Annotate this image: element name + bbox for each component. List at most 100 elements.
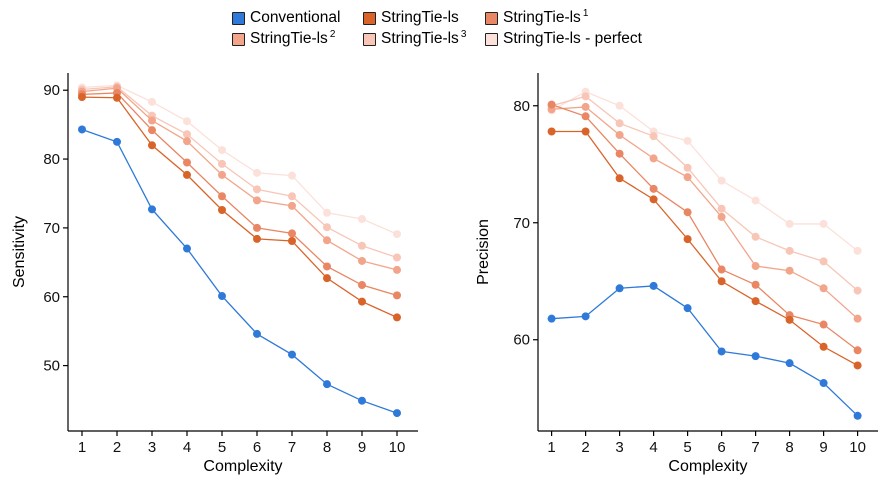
- data-point: [183, 244, 191, 253]
- legend-label-stringtie-ls-3: StringTie-ls 3: [381, 29, 467, 48]
- x-tick-label: 2: [581, 439, 589, 456]
- data-point: [615, 101, 624, 110]
- legend-item-stringtie-ls: StringTie-ls: [363, 8, 461, 28]
- data-point: [148, 126, 156, 135]
- series-line-stringtie-ls-2: [81, 87, 398, 271]
- data-point: [183, 158, 191, 167]
- legend-swatch-conventional: [232, 11, 245, 25]
- data-point: [751, 280, 760, 289]
- data-point: [148, 97, 156, 106]
- data-point: [148, 141, 156, 150]
- data-point: [683, 173, 692, 182]
- x-axis-label: Complexity: [203, 458, 282, 475]
- data-point: [853, 346, 862, 355]
- data-point: [358, 396, 366, 405]
- chart-legend: Conventional StringTie-ls StringTie-ls 1 …: [232, 6, 672, 50]
- y-axis-label: Sensitivity: [11, 216, 28, 288]
- data-point: [218, 192, 226, 201]
- data-point: [649, 154, 658, 163]
- data-point: [683, 208, 692, 217]
- data-point: [253, 185, 261, 194]
- series-stringtie-ls-2: [78, 84, 401, 274]
- data-point: [323, 380, 331, 389]
- sensitivity-chart: 50 60 70 80 90 1 2 3 4 5 6 7 8 9 10 Complexity Sensitivi…: [11, 73, 418, 475]
- series-line-stringtie-ls-1: [551, 103, 858, 351]
- data-point: [581, 92, 590, 101]
- data-point: [288, 201, 296, 210]
- data-point: [183, 170, 191, 179]
- data-point: [751, 232, 760, 241]
- x-tick-label: 10: [389, 439, 406, 456]
- data-point: [683, 136, 692, 145]
- x-tick-label: 4: [183, 439, 191, 456]
- data-point: [615, 149, 624, 158]
- series-stringtie-ls: [78, 93, 401, 322]
- x-tick-label: 6: [717, 439, 725, 456]
- y-tick-label: 70: [513, 215, 530, 232]
- data-point: [148, 116, 156, 125]
- data-point: [819, 284, 828, 293]
- legend-label-conventional: Conventional: [250, 9, 341, 27]
- data-point: [751, 262, 760, 271]
- data-point: [358, 297, 366, 306]
- data-point: [819, 379, 828, 388]
- series-line-stringtie-ls-1: [81, 92, 398, 296]
- x-tick-label: 3: [148, 439, 156, 456]
- data-point: [218, 159, 226, 168]
- data-point: [581, 112, 590, 121]
- data-point: [393, 253, 401, 262]
- x-tick-label: 9: [358, 439, 366, 456]
- data-point: [218, 170, 226, 179]
- x-tick-label: 6: [253, 439, 261, 456]
- data-point: [78, 125, 86, 134]
- series-conventional: [78, 125, 401, 418]
- series-stringtie-ls-1: [547, 100, 862, 355]
- data-point: [148, 205, 156, 214]
- data-point: [785, 359, 794, 368]
- data-point: [393, 313, 401, 322]
- data-point: [717, 265, 726, 274]
- legend-label-stringtie-ls-perfect: StringTie-ls - perfect: [503, 30, 642, 48]
- legend-swatch-stringtie-ls-3: [363, 32, 376, 46]
- data-point: [819, 342, 828, 351]
- data-point: [323, 208, 331, 217]
- y-tick-label: 70: [43, 220, 60, 237]
- series-line-stringtie-ls-2: [551, 106, 859, 320]
- data-point: [853, 411, 862, 420]
- x-tick-label: 1: [78, 439, 86, 456]
- data-point: [581, 312, 590, 321]
- data-point: [615, 131, 624, 140]
- data-point: [683, 163, 692, 172]
- data-point: [853, 314, 862, 323]
- x-tick-label: 8: [785, 439, 793, 456]
- data-point: [393, 409, 401, 418]
- data-point: [785, 246, 794, 255]
- x-tick-label: 5: [683, 439, 691, 456]
- y-tick-label: 60: [513, 332, 530, 349]
- data-point: [358, 214, 366, 223]
- y-tick-label: 50: [43, 358, 60, 375]
- data-point: [581, 102, 590, 111]
- data-point: [649, 281, 658, 290]
- series-stringtie-ls: [547, 127, 862, 370]
- data-point: [323, 262, 331, 271]
- data-point: [615, 284, 624, 293]
- legend-item-stringtie-ls-3: StringTie-ls 3: [363, 29, 466, 49]
- data-point: [649, 195, 658, 204]
- data-point: [288, 229, 296, 238]
- series-line-stringtie-ls-3: [551, 95, 859, 292]
- y-tick-label: 80: [43, 151, 60, 168]
- legend-swatch-stringtie-ls-perfect: [485, 32, 498, 46]
- data-point: [253, 168, 261, 177]
- legend-item-conventional: Conventional: [232, 8, 342, 28]
- x-tick-label: 4: [649, 439, 657, 456]
- data-point: [751, 352, 760, 361]
- data-point: [785, 315, 794, 324]
- data-point: [615, 119, 624, 128]
- legend-swatch-stringtie-ls-1: [485, 11, 498, 25]
- legend-swatch-stringtie-ls: [363, 11, 376, 25]
- data-point: [615, 174, 624, 183]
- data-point: [853, 246, 862, 255]
- data-point: [183, 137, 191, 146]
